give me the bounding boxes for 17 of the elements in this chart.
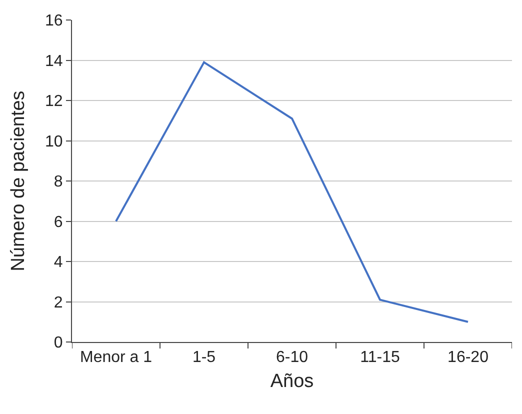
y-tick-label: 2 [54,294,63,312]
y-axis-title: Número de pacientes [8,90,29,272]
x-tick-label: 11-15 [360,349,400,366]
x-tick-label: Menor a 1 [80,349,152,366]
y-tick-label: 4 [54,254,63,272]
line-series [115,61,469,323]
x-tick-label: 16-20 [448,349,489,366]
y-tick-label: 8 [54,174,63,191]
y-tick-label: 0 [54,334,63,352]
y-tick-label: 6 [54,214,63,231]
x-axis-title: Años [270,371,314,392]
y-tick-label: 12 [45,93,63,110]
y-tick-label: 16 [45,12,63,30]
y-tick-label: 10 [45,133,63,150]
y-tick-label: 14 [45,52,63,70]
x-tick-label: 6-10 [276,349,308,366]
x-tick-label: 1-5 [192,349,216,366]
